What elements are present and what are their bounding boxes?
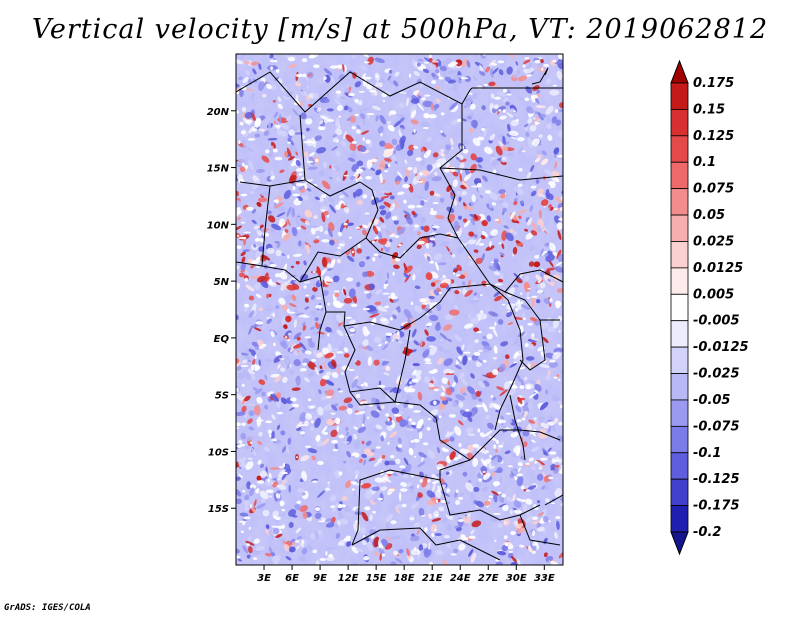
colorbar-label: -0.075 (693, 419, 740, 434)
colorbar-label: -0.175 (693, 499, 740, 514)
colorbar-swatch (670, 320, 689, 348)
lat-tick-label: 20N (207, 107, 230, 118)
lon-tick-label: 15E (366, 573, 387, 584)
colorbar-swatch (670, 425, 689, 454)
lon-tick-label: 24E (450, 573, 471, 584)
lat-tick-label: 5S (215, 391, 229, 402)
colorbar-label: -0.125 (693, 472, 740, 487)
colorbar-label: -0.05 (693, 393, 730, 408)
colorbar-label: 0.005 (693, 287, 734, 302)
colorbar-label: 0.125 (693, 129, 734, 144)
lon-tick-label: 9E (313, 573, 327, 584)
lat-tick-label: EQ (214, 334, 230, 345)
colorbar-swatch (670, 135, 689, 163)
colorbar-swatch (670, 241, 689, 269)
colorbar-swatch (670, 267, 689, 295)
colorbar-label: -0.0125 (693, 340, 749, 355)
colorbar-swatch (670, 82, 689, 110)
lon-tick-label: 3E (257, 573, 271, 584)
longitude-axis: 3E 6E 9E 12E 15E 18E 21E 24E 27E 30E 33E (257, 565, 555, 584)
latitude-axis: 20N 15N 10N 5N EQ 5S 10S 15S (207, 107, 236, 515)
colorbar-swatch (670, 161, 689, 190)
colorbar-label: -0.025 (693, 367, 740, 382)
lat-tick-label: 5N (214, 277, 230, 288)
plot-frame (235, 53, 564, 566)
colorbar-top-arrow (670, 59, 689, 84)
lat-tick-label: 10N (207, 220, 230, 231)
colorbar: 0.175 0.15 0.125 0.1 0.075 0.05 0.025 0.0125 0.0… (670, 59, 749, 556)
colorbar-label: 0.175 (693, 76, 734, 91)
colorbar-label: -0.1 (693, 446, 721, 461)
colorbar-swatch (670, 109, 689, 137)
colorbar-label: 0.1 (693, 155, 716, 170)
lat-tick-label: 10S (208, 447, 229, 458)
colorbar-label: -0.2 (693, 525, 721, 540)
lon-tick-label: 6E (285, 573, 299, 584)
colorbar-swatch (670, 346, 689, 374)
colorbar-label: 0.05 (693, 208, 725, 223)
colorbar-label: 0.025 (693, 234, 734, 249)
colorbar-swatch (670, 478, 689, 506)
lon-tick-label: 18E (394, 573, 415, 584)
colorbar-swatch (670, 188, 689, 216)
lon-tick-label: 21E (422, 573, 443, 584)
colorbar-label: 0.075 (693, 182, 734, 197)
lon-tick-label: 12E (338, 573, 359, 584)
colorbar-swatch (670, 399, 689, 427)
lat-tick-label: 15N (207, 164, 230, 175)
lon-tick-label: 27E (478, 573, 499, 584)
colorbar-label: 0.15 (693, 102, 725, 117)
colorbar-swatch (670, 293, 689, 322)
map-title: Vertical velocity [m/s] at 500hPa, VT: 2… (31, 14, 769, 45)
lat-tick-label: 15S (208, 504, 229, 515)
lon-tick-label: 33E (534, 573, 555, 584)
grads-credit: GrADS: IGES/COLA (4, 603, 91, 613)
colorbar-swatch (670, 373, 689, 401)
colorbar-swatch (670, 505, 689, 533)
country-borders (236, 67, 563, 561)
colorbar-label: 0.0125 (693, 261, 743, 276)
colorbar-swatch (670, 452, 689, 480)
vertical-velocity-field (236, 54, 563, 565)
colorbar-bottom-arrow (670, 531, 689, 556)
lon-tick-label: 30E (506, 573, 527, 584)
colorbar-label: -0.005 (693, 314, 740, 329)
colorbar-swatch (670, 214, 689, 242)
